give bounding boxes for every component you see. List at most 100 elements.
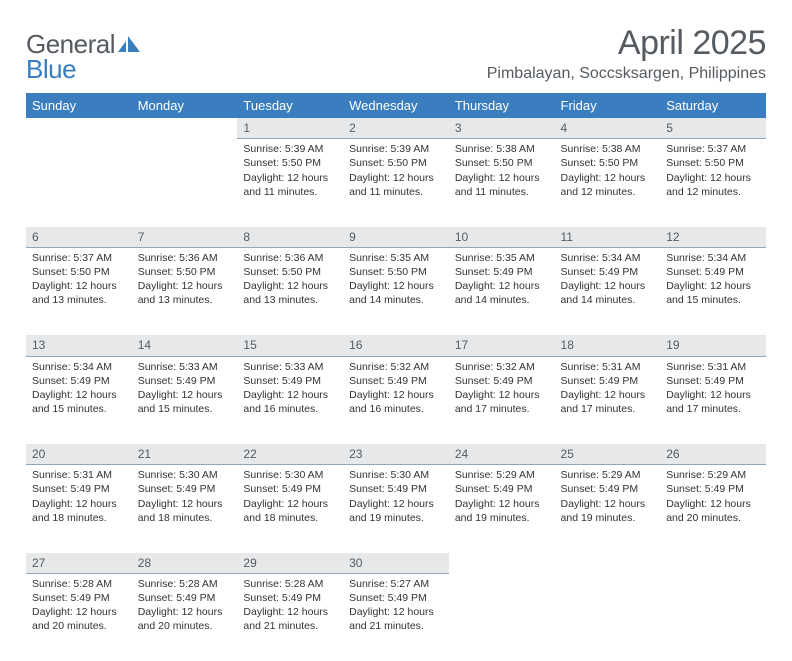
empty-cell — [555, 573, 661, 661]
daynum-row: 27282930 — [26, 553, 766, 574]
sunrise-line: Sunrise: 5:38 AM — [455, 142, 549, 156]
day-cell-text: Sunrise: 5:39 AMSunset: 5:50 PMDaylight:… — [243, 142, 337, 199]
sunset-line: Sunset: 5:49 PM — [349, 591, 443, 605]
calendar-body: 12345Sunrise: 5:39 AMSunset: 5:50 PMDayl… — [26, 118, 766, 661]
sunset-line: Sunset: 5:49 PM — [32, 591, 126, 605]
daylight-line: Daylight: 12 hours and 18 minutes. — [243, 497, 337, 525]
daylight-line: Daylight: 12 hours and 11 minutes. — [243, 171, 337, 199]
sunrise-line: Sunrise: 5:39 AM — [349, 142, 443, 156]
day-number: 5 — [660, 118, 766, 139]
day-number: 15 — [237, 335, 343, 356]
sunrise-line: Sunrise: 5:30 AM — [349, 468, 443, 482]
daylight-line: Daylight: 12 hours and 19 minutes. — [561, 497, 655, 525]
day-number: 23 — [343, 444, 449, 465]
sunrise-line: Sunrise: 5:36 AM — [138, 251, 232, 265]
day-cell: Sunrise: 5:38 AMSunset: 5:50 PMDaylight:… — [555, 139, 661, 227]
day-number: 4 — [555, 118, 661, 139]
day-number: 19 — [660, 335, 766, 356]
day-number: 22 — [237, 444, 343, 465]
day-cell-text: Sunrise: 5:29 AMSunset: 5:49 PMDaylight:… — [666, 468, 760, 525]
day-number: 12 — [660, 227, 766, 248]
weekday-header: Tuesday — [237, 93, 343, 118]
sunset-line: Sunset: 5:50 PM — [349, 156, 443, 170]
day-cell-text: Sunrise: 5:32 AMSunset: 5:49 PMDaylight:… — [455, 360, 549, 417]
day-number: 11 — [555, 227, 661, 248]
day-body-row: Sunrise: 5:28 AMSunset: 5:49 PMDaylight:… — [26, 573, 766, 661]
daylight-line: Daylight: 12 hours and 19 minutes. — [455, 497, 549, 525]
sunset-line: Sunset: 5:49 PM — [349, 374, 443, 388]
day-cell-text: Sunrise: 5:29 AMSunset: 5:49 PMDaylight:… — [455, 468, 549, 525]
day-cell: Sunrise: 5:28 AMSunset: 5:49 PMDaylight:… — [237, 573, 343, 661]
day-cell: Sunrise: 5:34 AMSunset: 5:49 PMDaylight:… — [660, 247, 766, 335]
day-cell: Sunrise: 5:34 AMSunset: 5:49 PMDaylight:… — [555, 247, 661, 335]
sunrise-line: Sunrise: 5:33 AM — [138, 360, 232, 374]
weekday-header: Monday — [132, 93, 238, 118]
sunset-line: Sunset: 5:50 PM — [243, 156, 337, 170]
day-cell-text: Sunrise: 5:31 AMSunset: 5:49 PMDaylight:… — [666, 360, 760, 417]
day-number: 13 — [26, 335, 132, 356]
daylight-line: Daylight: 12 hours and 19 minutes. — [349, 497, 443, 525]
daylight-line: Daylight: 12 hours and 15 minutes. — [138, 388, 232, 416]
sunset-line: Sunset: 5:49 PM — [32, 482, 126, 496]
daylight-line: Daylight: 12 hours and 13 minutes. — [32, 279, 126, 307]
day-cell: Sunrise: 5:28 AMSunset: 5:49 PMDaylight:… — [26, 573, 132, 661]
day-number: 2 — [343, 118, 449, 139]
day-cell: Sunrise: 5:32 AMSunset: 5:49 PMDaylight:… — [343, 356, 449, 444]
daylight-line: Daylight: 12 hours and 20 minutes. — [32, 605, 126, 633]
sunset-line: Sunset: 5:50 PM — [32, 265, 126, 279]
day-cell: Sunrise: 5:36 AMSunset: 5:50 PMDaylight:… — [237, 247, 343, 335]
sunrise-line: Sunrise: 5:29 AM — [455, 468, 549, 482]
sunrise-line: Sunrise: 5:28 AM — [138, 577, 232, 591]
day-cell-text: Sunrise: 5:39 AMSunset: 5:50 PMDaylight:… — [349, 142, 443, 199]
sunrise-line: Sunrise: 5:34 AM — [561, 251, 655, 265]
day-cell-text: Sunrise: 5:34 AMSunset: 5:49 PMDaylight:… — [666, 251, 760, 308]
sunset-line: Sunset: 5:50 PM — [455, 156, 549, 170]
day-cell-text: Sunrise: 5:31 AMSunset: 5:49 PMDaylight:… — [32, 468, 126, 525]
daylight-line: Daylight: 12 hours and 17 minutes. — [666, 388, 760, 416]
day-number: 24 — [449, 444, 555, 465]
sunrise-line: Sunrise: 5:28 AM — [243, 577, 337, 591]
day-cell-text: Sunrise: 5:38 AMSunset: 5:50 PMDaylight:… — [561, 142, 655, 199]
weekday-header: Wednesday — [343, 93, 449, 118]
sunset-line: Sunset: 5:49 PM — [243, 482, 337, 496]
sunset-line: Sunset: 5:49 PM — [138, 482, 232, 496]
daylight-line: Daylight: 12 hours and 11 minutes. — [455, 171, 549, 199]
day-cell: Sunrise: 5:30 AMSunset: 5:49 PMDaylight:… — [343, 465, 449, 553]
day-cell: Sunrise: 5:32 AMSunset: 5:49 PMDaylight:… — [449, 356, 555, 444]
day-cell: Sunrise: 5:29 AMSunset: 5:49 PMDaylight:… — [660, 465, 766, 553]
day-cell-text: Sunrise: 5:30 AMSunset: 5:49 PMDaylight:… — [138, 468, 232, 525]
sunset-line: Sunset: 5:49 PM — [455, 482, 549, 496]
empty-cell — [660, 553, 766, 574]
empty-cell — [449, 573, 555, 661]
sunrise-line: Sunrise: 5:32 AM — [455, 360, 549, 374]
empty-cell — [26, 139, 132, 227]
day-cell: Sunrise: 5:35 AMSunset: 5:50 PMDaylight:… — [343, 247, 449, 335]
sunrise-line: Sunrise: 5:28 AM — [32, 577, 126, 591]
daylight-line: Daylight: 12 hours and 21 minutes. — [349, 605, 443, 633]
day-body-row: Sunrise: 5:31 AMSunset: 5:49 PMDaylight:… — [26, 465, 766, 553]
day-cell: Sunrise: 5:33 AMSunset: 5:49 PMDaylight:… — [237, 356, 343, 444]
sunset-line: Sunset: 5:49 PM — [666, 374, 760, 388]
daylight-line: Daylight: 12 hours and 13 minutes. — [243, 279, 337, 307]
day-cell: Sunrise: 5:36 AMSunset: 5:50 PMDaylight:… — [132, 247, 238, 335]
day-cell-text: Sunrise: 5:32 AMSunset: 5:49 PMDaylight:… — [349, 360, 443, 417]
sunset-line: Sunset: 5:49 PM — [349, 482, 443, 496]
sunrise-line: Sunrise: 5:31 AM — [32, 468, 126, 482]
day-body-row: Sunrise: 5:34 AMSunset: 5:49 PMDaylight:… — [26, 356, 766, 444]
weekday-header: Sunday — [26, 93, 132, 118]
daylight-line: Daylight: 12 hours and 14 minutes. — [561, 279, 655, 307]
day-cell-text: Sunrise: 5:29 AMSunset: 5:49 PMDaylight:… — [561, 468, 655, 525]
daylight-line: Daylight: 12 hours and 15 minutes. — [666, 279, 760, 307]
sunset-line: Sunset: 5:50 PM — [243, 265, 337, 279]
day-cell: Sunrise: 5:29 AMSunset: 5:49 PMDaylight:… — [449, 465, 555, 553]
daylight-line: Daylight: 12 hours and 14 minutes. — [349, 279, 443, 307]
sunset-line: Sunset: 5:49 PM — [243, 374, 337, 388]
daynum-row: 20212223242526 — [26, 444, 766, 465]
sunrise-line: Sunrise: 5:37 AM — [32, 251, 126, 265]
brand-logo: GeneralBlue — [26, 32, 141, 81]
day-cell-text: Sunrise: 5:35 AMSunset: 5:49 PMDaylight:… — [455, 251, 549, 308]
day-number: 27 — [26, 553, 132, 574]
sunrise-line: Sunrise: 5:35 AM — [349, 251, 443, 265]
day-number: 28 — [132, 553, 238, 574]
day-number: 9 — [343, 227, 449, 248]
